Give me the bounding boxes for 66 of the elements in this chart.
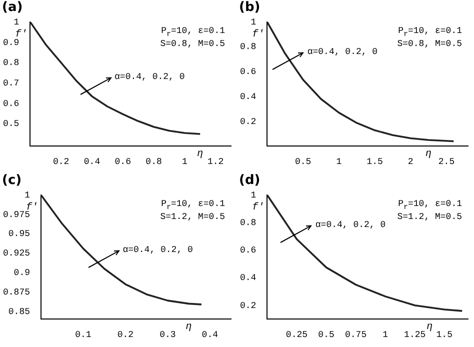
y-tick-label: 0.85: [8, 306, 30, 317]
x-tick-label: 0.5: [318, 330, 334, 340]
annotation: α=0.4, 0.2, 0: [122, 244, 193, 255]
y-tick-label: 0.875: [2, 287, 30, 298]
annotation: S=0.8, M=0.5: [160, 39, 225, 49]
y-tick-label: 0.2: [240, 116, 256, 127]
x-tick-label: 1: [336, 156, 342, 167]
y-tick-label: 0.8: [240, 42, 256, 52]
y-tick-label: 0.2: [240, 300, 256, 311]
y-tick-label: 0.8: [3, 58, 20, 68]
annotation: S=1.2, M=0.5: [397, 212, 462, 222]
x-tick-label: 2.5: [438, 156, 455, 167]
x-tick-label: 0.75: [344, 330, 367, 340]
chart-title: (c): [2, 173, 22, 188]
annotation: α=0.4, 0.2, 0: [307, 47, 378, 58]
x-axis-title: η: [186, 322, 192, 333]
y-tick-label: 0.6: [3, 98, 20, 109]
y-axis-title: f': [252, 28, 264, 41]
x-tick-label: 2: [408, 156, 414, 167]
y-tick-label: 0.6: [240, 246, 256, 256]
x-tick-label: 0.6: [114, 156, 131, 167]
annotation: P$_{r}$=10, ε=0.1: [398, 199, 462, 212]
x-axis-title: η: [426, 148, 432, 160]
y-tick-label: 0.9: [3, 38, 20, 48]
x-tick-label: 1.25: [404, 330, 426, 340]
chart-title: (b): [239, 0, 260, 15]
x-tick-label: 1: [182, 156, 188, 167]
x-tick-label: 1: [382, 330, 388, 340]
x-tick-label: 1.5: [366, 156, 383, 167]
y-tick-label: 0.4: [240, 273, 256, 284]
y-tick-label: 1: [250, 17, 256, 28]
y-tick-label: 1: [250, 190, 256, 200]
x-tick-label: 1.5: [436, 330, 452, 340]
chart-title: (d): [239, 173, 260, 188]
x-tick-label: 0.25: [286, 330, 308, 340]
annotation: P$_{r}$=10, ε=0.1: [161, 199, 225, 212]
x-tick-label: 0.2: [117, 330, 134, 340]
x-axis-title: η: [426, 322, 433, 333]
x-tick-label: 0.5: [294, 156, 312, 167]
y-tick-label: 0.6: [240, 67, 256, 78]
chart-title: (a): [2, 0, 23, 15]
y-tick-label: 0.975: [2, 210, 30, 220]
x-tick-label: 0.2: [52, 156, 70, 167]
y-tick-label: 0.925: [2, 248, 30, 259]
y-tick-label: 1: [14, 17, 20, 28]
y-tick-label: 1: [24, 190, 30, 200]
x-tick-label: 0.1: [75, 330, 92, 340]
x-tick-label: 0.3: [160, 330, 176, 340]
x-tick-label: 0.8: [146, 156, 162, 167]
annotation: P$_{r}$=10, ε=0.1: [161, 26, 225, 39]
annotation: P$_{r}$=10, ε=0.1: [398, 26, 462, 39]
y-tick-label: 0.8: [240, 218, 256, 228]
y-tick-label: 0.9: [14, 268, 30, 278]
x-tick-label: 0.4: [84, 156, 100, 167]
y-tick-label: 0.4: [240, 92, 256, 102]
annotation: α=0.4, 0.2, 0: [315, 220, 386, 230]
y-axis-title: f': [252, 202, 264, 214]
y-tick-label: 0.95: [8, 229, 30, 240]
y-tick-label: 0.7: [3, 78, 20, 88]
annotation: S=0.8, M=0.5: [397, 39, 462, 49]
x-tick-label: 0.4: [202, 330, 218, 340]
x-tick-label: 1.2: [207, 156, 224, 167]
x-axis-title: η: [197, 148, 204, 160]
annotation: S=1.2, M=0.5: [160, 212, 225, 222]
annotation: α=0.4, 0.2, 0: [114, 72, 185, 82]
y-tick-label: 0.5: [3, 119, 20, 130]
